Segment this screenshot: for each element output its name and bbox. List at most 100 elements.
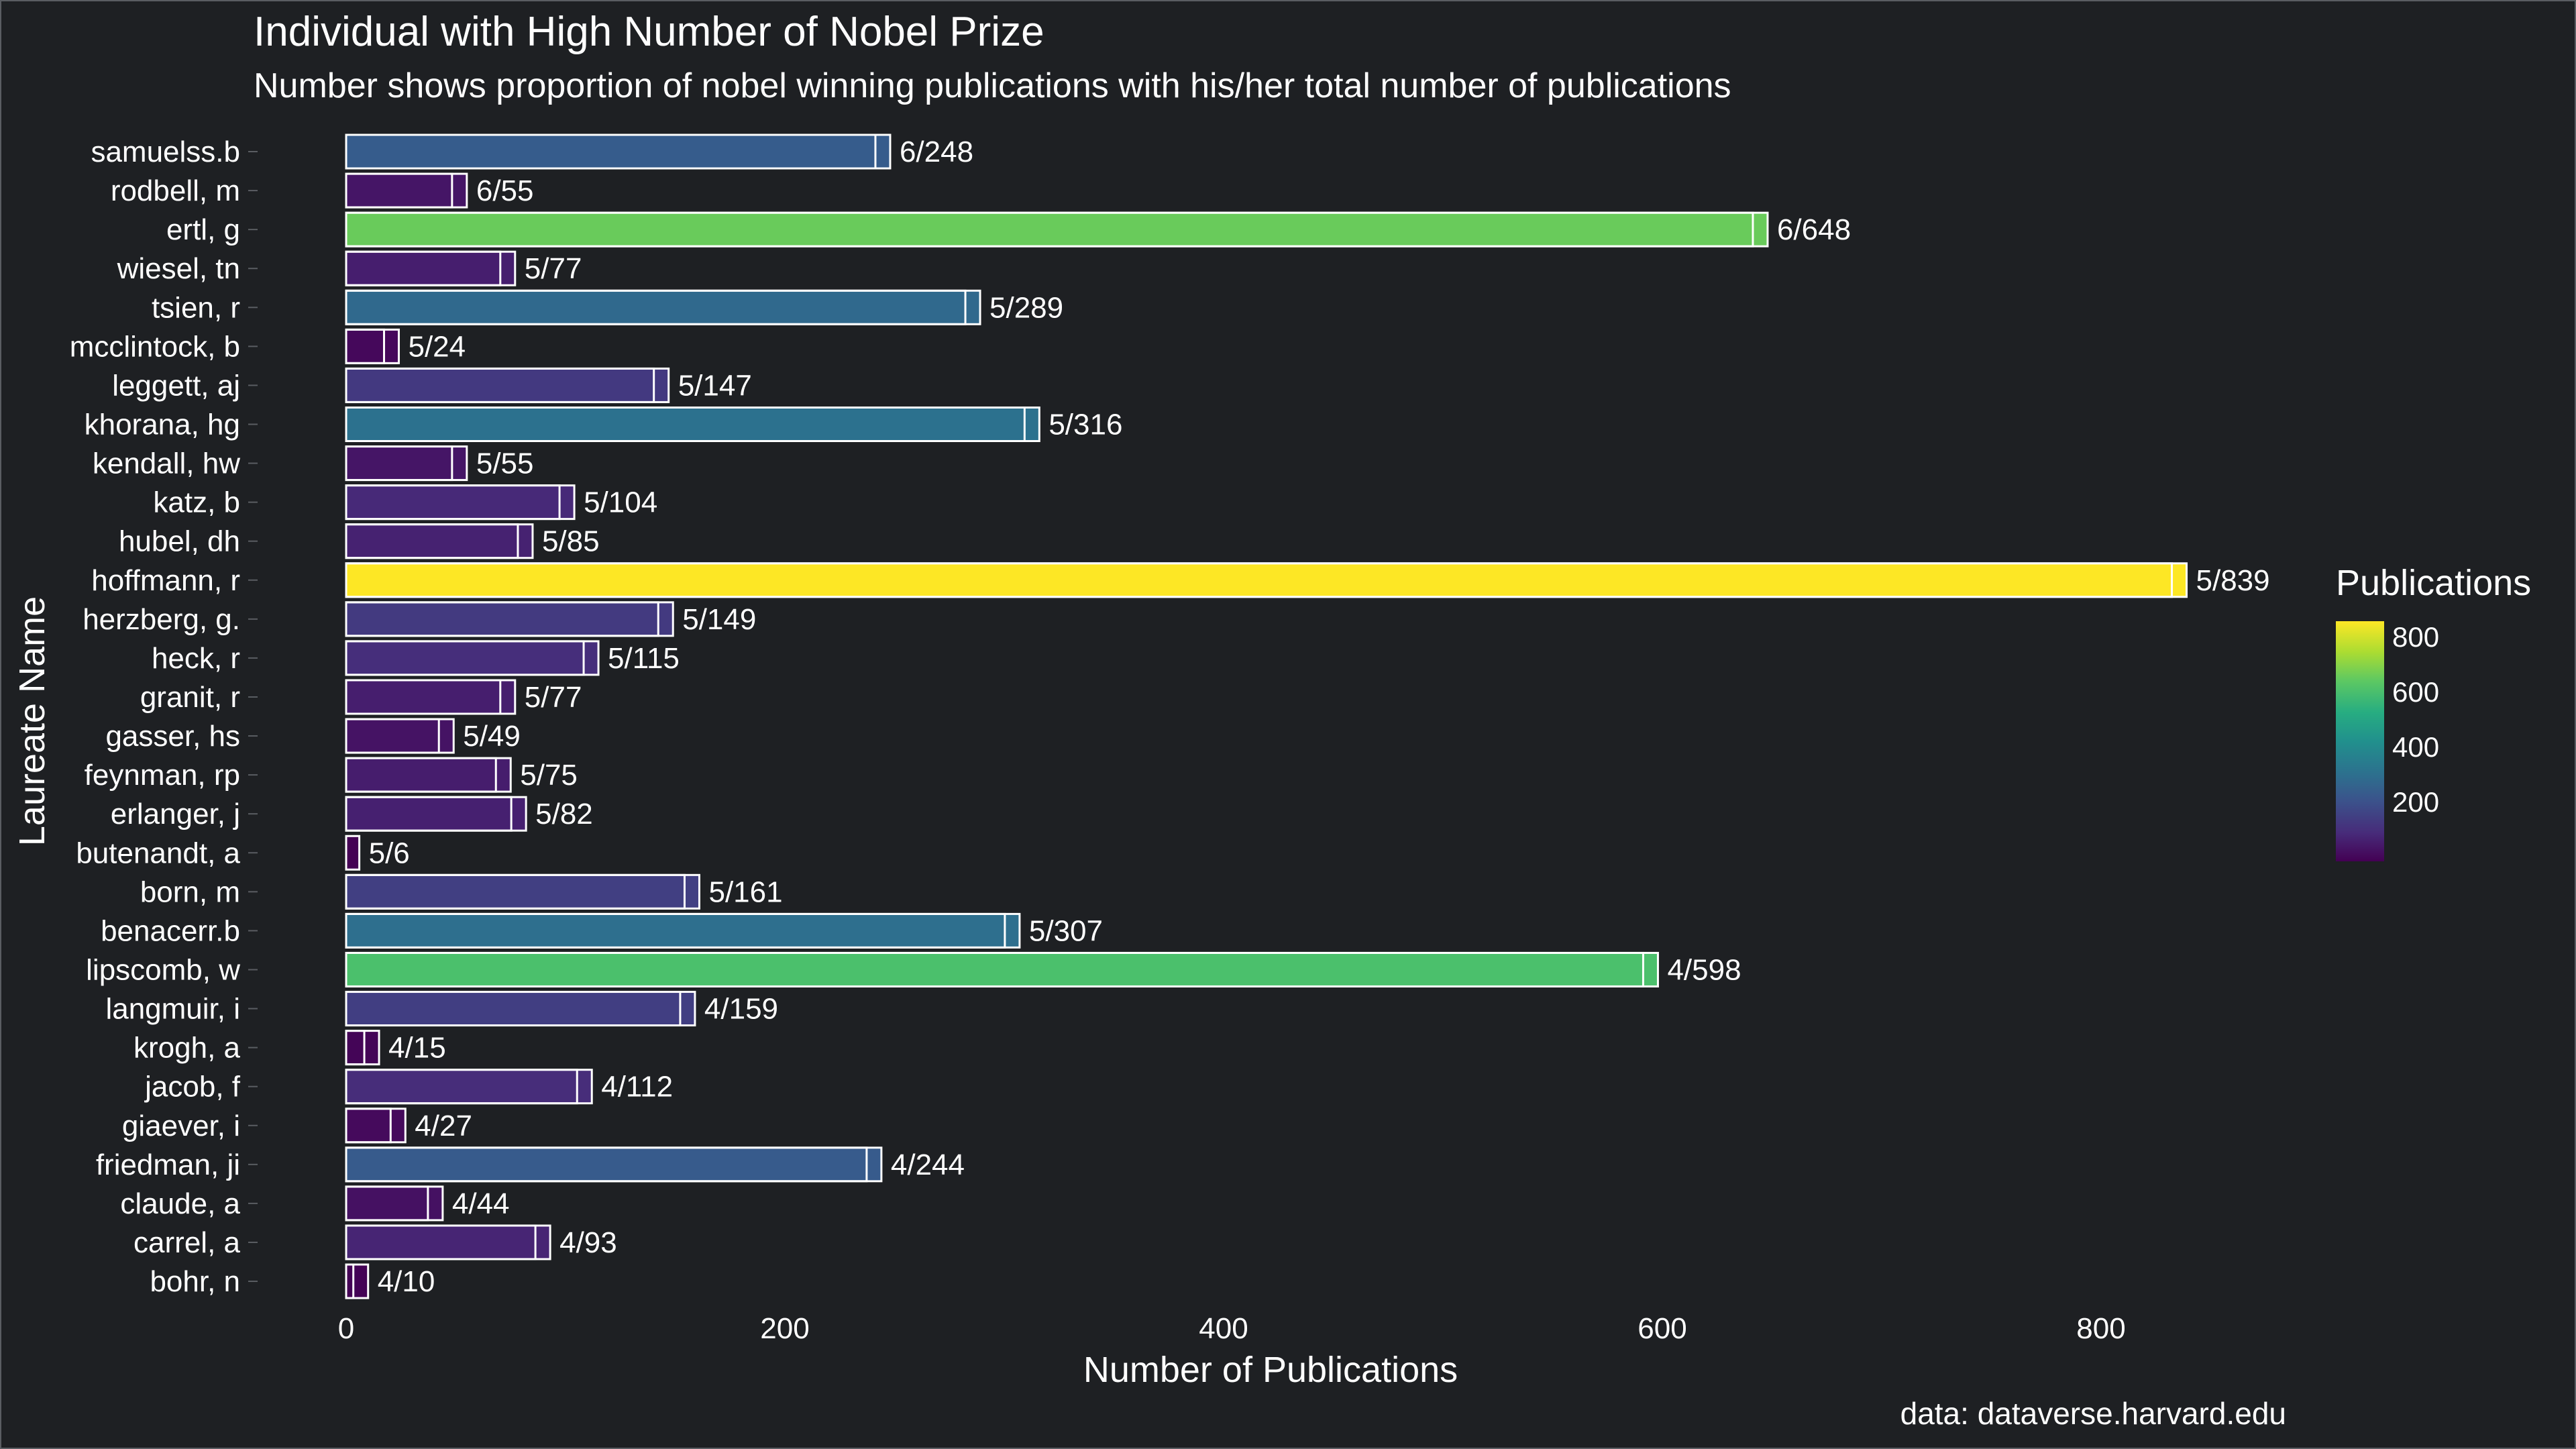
nobel-publications-bar <box>345 484 561 521</box>
legend-tick-label: 800 <box>2392 621 2440 653</box>
data-label: 5/307 <box>1029 914 1103 947</box>
x-tick-label: 800 <box>2076 1312 2125 1345</box>
publications-bar <box>345 250 517 286</box>
y-tick-label: gasser, hs <box>105 720 240 753</box>
x-tick-label: 0 <box>338 1312 354 1345</box>
x-tick-label: 200 <box>760 1312 809 1345</box>
publications-bar <box>345 1146 883 1183</box>
publications-bar <box>345 835 361 871</box>
nobel-publications-bar <box>345 601 659 637</box>
nobel-publications-bar <box>345 757 497 793</box>
publications-bar <box>345 211 1769 248</box>
legend-tick-label: 600 <box>2392 676 2440 708</box>
nobel-publications-bar <box>345 718 440 754</box>
y-tick-label: erlanger, j <box>111 798 240 830</box>
y-tick-label: giaever, i <box>122 1110 240 1142</box>
x-tick-label: 600 <box>1638 1312 1686 1345</box>
nobel-publications-bar <box>345 873 686 910</box>
legend-tick-label: 200 <box>2392 786 2440 818</box>
publications-bar <box>345 484 576 521</box>
data-label: 4/15 <box>388 1032 446 1065</box>
data-label: 5/77 <box>525 681 582 714</box>
publications-bar <box>345 1069 593 1105</box>
nobel-publications-bar <box>345 1108 392 1144</box>
y-tick-label: friedman, ji <box>96 1148 240 1181</box>
publications-bar <box>345 406 1040 442</box>
legend-tick-label: 400 <box>2392 731 2440 763</box>
data-label: 5/6 <box>369 837 410 869</box>
y-tick-label: heck, r <box>152 642 240 675</box>
data-label: 4/244 <box>891 1148 965 1181</box>
nobel-publications-bar <box>345 133 877 170</box>
data-label: 5/115 <box>608 642 680 675</box>
nobel-publications-bar <box>345 912 1006 949</box>
nobel-publications-bar <box>345 445 453 482</box>
y-tick-label: butenandt, a <box>76 837 240 869</box>
data-label: 5/161 <box>708 875 782 908</box>
publications-bar <box>345 951 1659 987</box>
y-tick-label: mcclintock, b <box>70 330 240 363</box>
nobel-publications-bar <box>345 796 513 832</box>
nobel-publications-bar <box>345 211 1754 248</box>
data-label: 5/24 <box>408 330 466 363</box>
y-tick-label: benacerr.b <box>101 914 240 947</box>
publications-bar <box>345 796 527 832</box>
x-tick-labels: 0 200 400 600 800 <box>338 1312 2126 1345</box>
y-tick-labels: samuelss.b rodbell, m ertl, g wiesel, tn tsi… <box>70 136 258 1298</box>
publications-bar <box>345 679 517 715</box>
chart-title: Individual with High Number of Nobel Pri… <box>254 9 1044 55</box>
y-tick-label: carrel, a <box>133 1226 240 1259</box>
y-tick-label: katz, b <box>153 486 240 519</box>
publications-bar <box>345 1108 407 1144</box>
y-tick-label: lipscomb, w <box>86 953 240 986</box>
publications-bar <box>345 1030 380 1066</box>
nobel-publications-bar <box>345 289 967 325</box>
publications-bar <box>345 445 468 482</box>
publications-bar <box>345 640 600 676</box>
data-labels: 6/248 6/55 6/648 5/77 5/289 5/24 5/147 5/316 5/5… <box>369 136 2270 1298</box>
nobel-publications-bar <box>345 250 502 286</box>
y-tick-label: granit, r <box>140 681 240 714</box>
y-tick-label: claude, a <box>120 1187 240 1220</box>
y-tick-label: hoffmann, r <box>91 564 240 597</box>
data-label: 5/75 <box>520 759 578 792</box>
data-label: 5/104 <box>584 486 657 519</box>
nobel-publications-bar <box>345 562 2174 598</box>
y-axis-label: Laureate Name <box>12 596 52 846</box>
data-label: 5/85 <box>542 525 600 558</box>
publications-bar <box>345 172 468 209</box>
data-label: 5/289 <box>989 291 1063 324</box>
nobel-publications-bar <box>345 172 453 209</box>
y-tick-label: leggett, aj <box>112 369 240 402</box>
nobel-publications-bar <box>345 406 1026 442</box>
y-tick-label: kendall, hw <box>93 447 240 480</box>
publications-bar <box>345 991 696 1027</box>
data-label: 4/44 <box>452 1187 510 1220</box>
publications-bar <box>345 133 892 170</box>
data-label: 5/147 <box>678 369 752 402</box>
data-label: 4/27 <box>415 1110 472 1142</box>
nobel-publications-bar <box>345 1185 429 1222</box>
nobel-publications-bar <box>345 679 502 715</box>
y-tick-label: jacob, f <box>144 1071 241 1104</box>
y-tick-label: ertl, g <box>166 213 240 246</box>
y-tick-label: krogh, a <box>133 1032 241 1065</box>
nobel-publications-bar <box>345 1263 355 1299</box>
data-label: 5/49 <box>463 720 521 753</box>
data-source-caption: data: dataverse.harvard.edu <box>1900 1396 2286 1431</box>
legend-title: Publications <box>2336 563 2532 603</box>
publications-bar <box>345 873 700 910</box>
publications-bar <box>345 1263 370 1299</box>
y-tick-label: feynman, rp <box>85 759 240 792</box>
data-label: 4/93 <box>559 1226 617 1259</box>
nobel-publications-bar <box>345 991 682 1027</box>
legend-colorbar <box>2336 621 2384 861</box>
y-tick-label: samuelss.b <box>91 136 240 168</box>
nobel-publications-bar <box>345 367 655 403</box>
data-label: 4/598 <box>1667 953 1741 986</box>
y-tick-label: rodbell, m <box>111 174 240 207</box>
publications-bar <box>345 523 534 559</box>
y-tick-label: khorana, hg <box>85 408 240 441</box>
data-label: 4/112 <box>601 1071 673 1104</box>
